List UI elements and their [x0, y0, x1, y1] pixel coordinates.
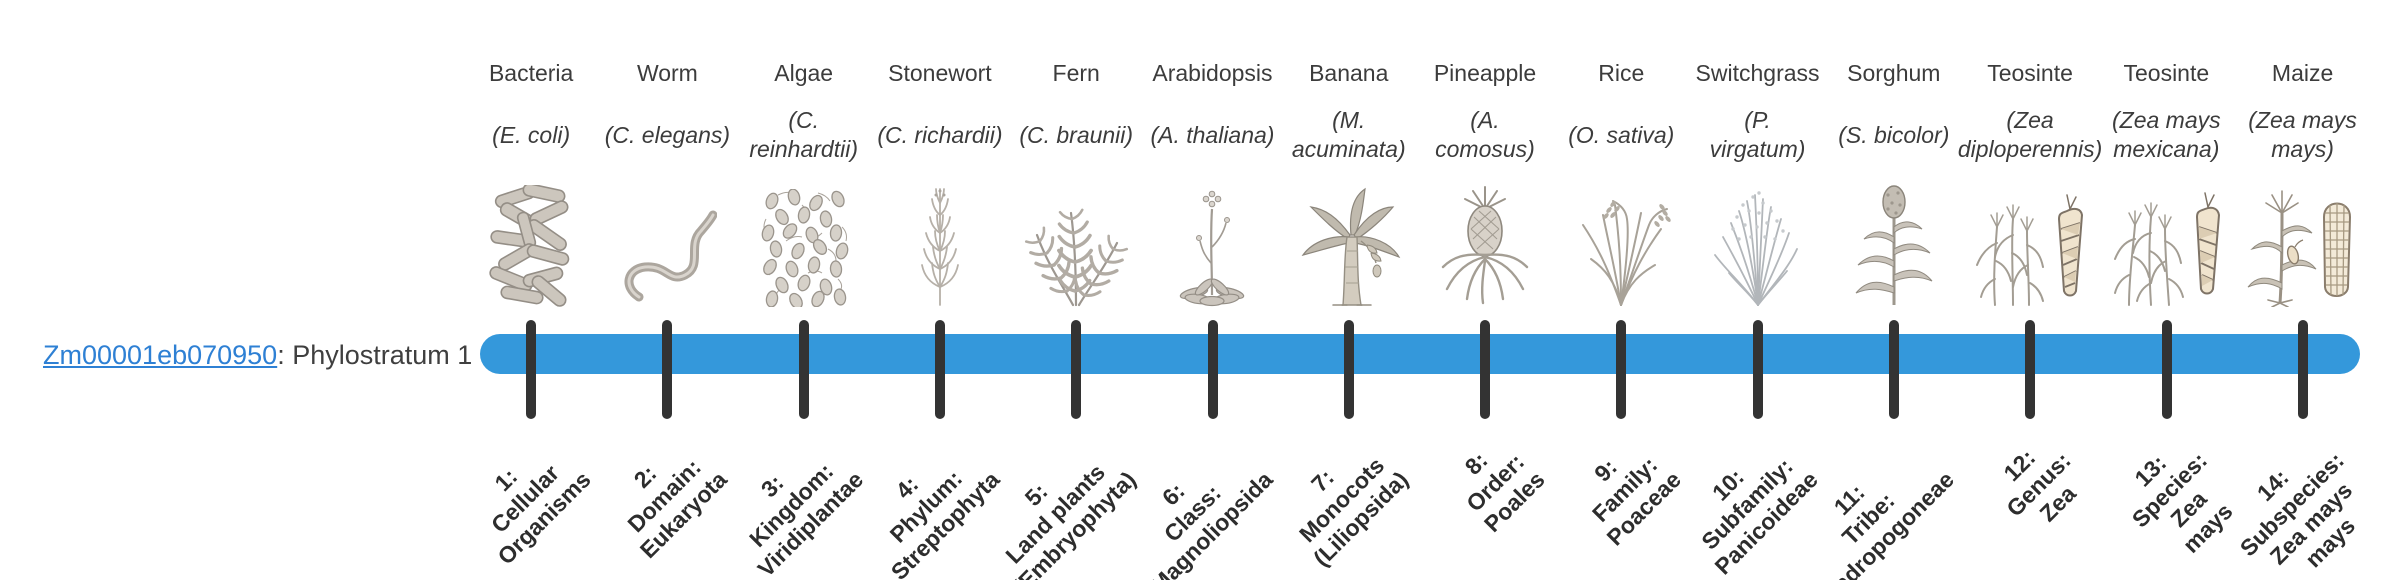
organism-scientific-name: (P. virgatum)	[1709, 107, 1806, 162]
algae-icon	[758, 181, 850, 307]
organism-common-name: Bacteria	[488, 60, 574, 86]
phylostratum-tick	[1616, 320, 1626, 419]
rice-icon	[1569, 181, 1673, 307]
teosinte-mexicana-icon	[2105, 181, 2227, 307]
organism-common-name: Banana	[1309, 60, 1389, 86]
organism-column: Teosinte (Zea mays mexicana)	[2098, 0, 2234, 307]
teosinte-diploperennis-icon	[1969, 181, 2091, 307]
organism-column: Sorghum (S. bicolor)	[1826, 0, 1962, 307]
phylostratum-text: : Phylostratum 1	[277, 340, 473, 370]
phylostratum-label: 9: Family: Poaceae	[1586, 451, 1686, 551]
phylostratum-label: 4: Phylum: Streptophyta	[884, 465, 1005, 580]
organism-scientific-name: (A. thaliana)	[1150, 121, 1275, 148]
organism-column: Banana (M. acuminata)	[1281, 0, 1417, 307]
phylostratum-tick	[2025, 320, 2035, 419]
organism-scientific-name: (C. reinhardtii)	[749, 107, 858, 162]
organism-common-name: Stonewort	[888, 60, 992, 86]
phylostratum-label: 14: Subspecies: Zea mays mays	[2234, 447, 2360, 573]
phylostratum-label: 5: Land plants (Embryophyta)	[1000, 458, 1141, 580]
pineapple-icon	[1437, 181, 1533, 307]
fern-icon	[1020, 181, 1132, 307]
organism-common-name: Teosinte	[2123, 60, 2210, 86]
phylostratum-label: 7: Monocots (Liliopsida)	[1294, 452, 1414, 572]
organism-common-name: Algae	[774, 60, 834, 86]
organism-scientific-name: (Zea diploperennis)	[1957, 107, 2103, 162]
organism-scientific-name: (E. coli)	[492, 121, 571, 148]
phylostratum-tick	[1480, 320, 1490, 419]
organism-common-name: Worm	[636, 60, 698, 86]
organism-common-name: Sorghum	[1847, 60, 1941, 86]
organism-scientific-name: (S. bicolor)	[1838, 121, 1950, 148]
organism-column: Maize (Zea mays mays)	[2234, 0, 2370, 307]
organism-scientific-name: (C. elegans)	[604, 121, 731, 148]
organism-column: Teosinte (Zea diploperennis)	[1958, 0, 2102, 307]
phylostratum-tick	[1889, 320, 1899, 419]
organism-scientific-name: (C. richardii)	[877, 121, 1003, 148]
organism-column: Fern (C. braunii)	[1008, 0, 1144, 307]
stonewort-icon	[904, 181, 976, 307]
organism-column: Arabidopsis (A. thaliana)	[1144, 0, 1280, 307]
arabidopsis-icon	[1164, 181, 1260, 307]
organism-common-name: Pineapple	[1433, 60, 1537, 86]
organism-column: Pineapple (A. comosus)	[1417, 0, 1553, 307]
organism-common-name: Teosinte	[1987, 60, 2073, 86]
phylostratum-tick	[2298, 320, 2308, 419]
phylostratum-tick	[1071, 320, 1081, 419]
phylostratum-label: 8: Order: Poales	[1459, 446, 1550, 538]
organism-column: Stonewort (C. richardii)	[872, 0, 1008, 307]
maize-icon	[2242, 181, 2364, 307]
phylostratum-label: 13: Species: Zea mays	[2127, 447, 2239, 558]
organism-scientific-name: (O. sativa)	[1568, 121, 1675, 148]
phylostratum-tick	[1208, 320, 1218, 419]
organism-column: Bacteria (E. coli)	[463, 0, 599, 307]
organism-scientific-name: (M. acuminata)	[1291, 107, 1406, 162]
phylostratum-tick	[1753, 320, 1763, 419]
gene-label: Zm00001eb070950: Phylostratum 1	[43, 340, 472, 371]
phylostratum-label: 6: Class: Magnoliopsida	[1145, 466, 1278, 580]
organism-column: Worm (C. elegans)	[599, 0, 735, 307]
phylostratum-label: 1: Cellular Organisms	[485, 459, 596, 570]
organism-common-name: Switchgrass	[1695, 60, 1820, 86]
phylostratum-tick	[1344, 320, 1354, 419]
organism-row: Bacteria (E. coli)	[463, 0, 2371, 307]
phylostratum-tick	[526, 320, 536, 419]
organism-scientific-name: (Zea mays mexicana)	[2112, 107, 2221, 162]
organism-common-name: Arabidopsis	[1152, 60, 1273, 86]
phylostratum-tick	[2162, 320, 2172, 419]
organism-common-name: Fern	[1052, 60, 1100, 86]
organism-column: Algae (C. reinhardtii)	[736, 0, 872, 307]
organism-scientific-name: (Zea mays mays)	[2248, 107, 2357, 162]
organism-column: Switchgrass (P. virgatum)	[1689, 0, 1825, 307]
switchgrass-icon	[1703, 181, 1813, 307]
phylostratum-tick	[799, 320, 809, 419]
sorghum-icon	[1842, 181, 1946, 307]
banana-icon	[1291, 181, 1407, 307]
phylostratum-tick	[935, 320, 945, 419]
phylostratum-label: 3: Kingdom: Viridiplantae	[744, 457, 869, 580]
organism-common-name: Maize	[2271, 60, 2334, 86]
phylostratum-label: 2: Domain: Eukaryota	[622, 453, 732, 564]
phylostratum-label: 12: Genus: Zea	[1998, 444, 2081, 527]
phylostratum-tick	[662, 320, 672, 419]
phylostratum-bar	[480, 334, 2360, 374]
gene-id-link[interactable]: Zm00001eb070950	[43, 340, 278, 370]
organism-column: Rice (O. sativa)	[1553, 0, 1689, 307]
organism-scientific-name: (A. comosus)	[1435, 107, 1535, 162]
worm-icon	[617, 181, 718, 307]
bacteria-icon	[489, 181, 573, 307]
organism-scientific-name: (C. braunii)	[1019, 121, 1134, 148]
organism-common-name: Rice	[1598, 60, 1645, 86]
